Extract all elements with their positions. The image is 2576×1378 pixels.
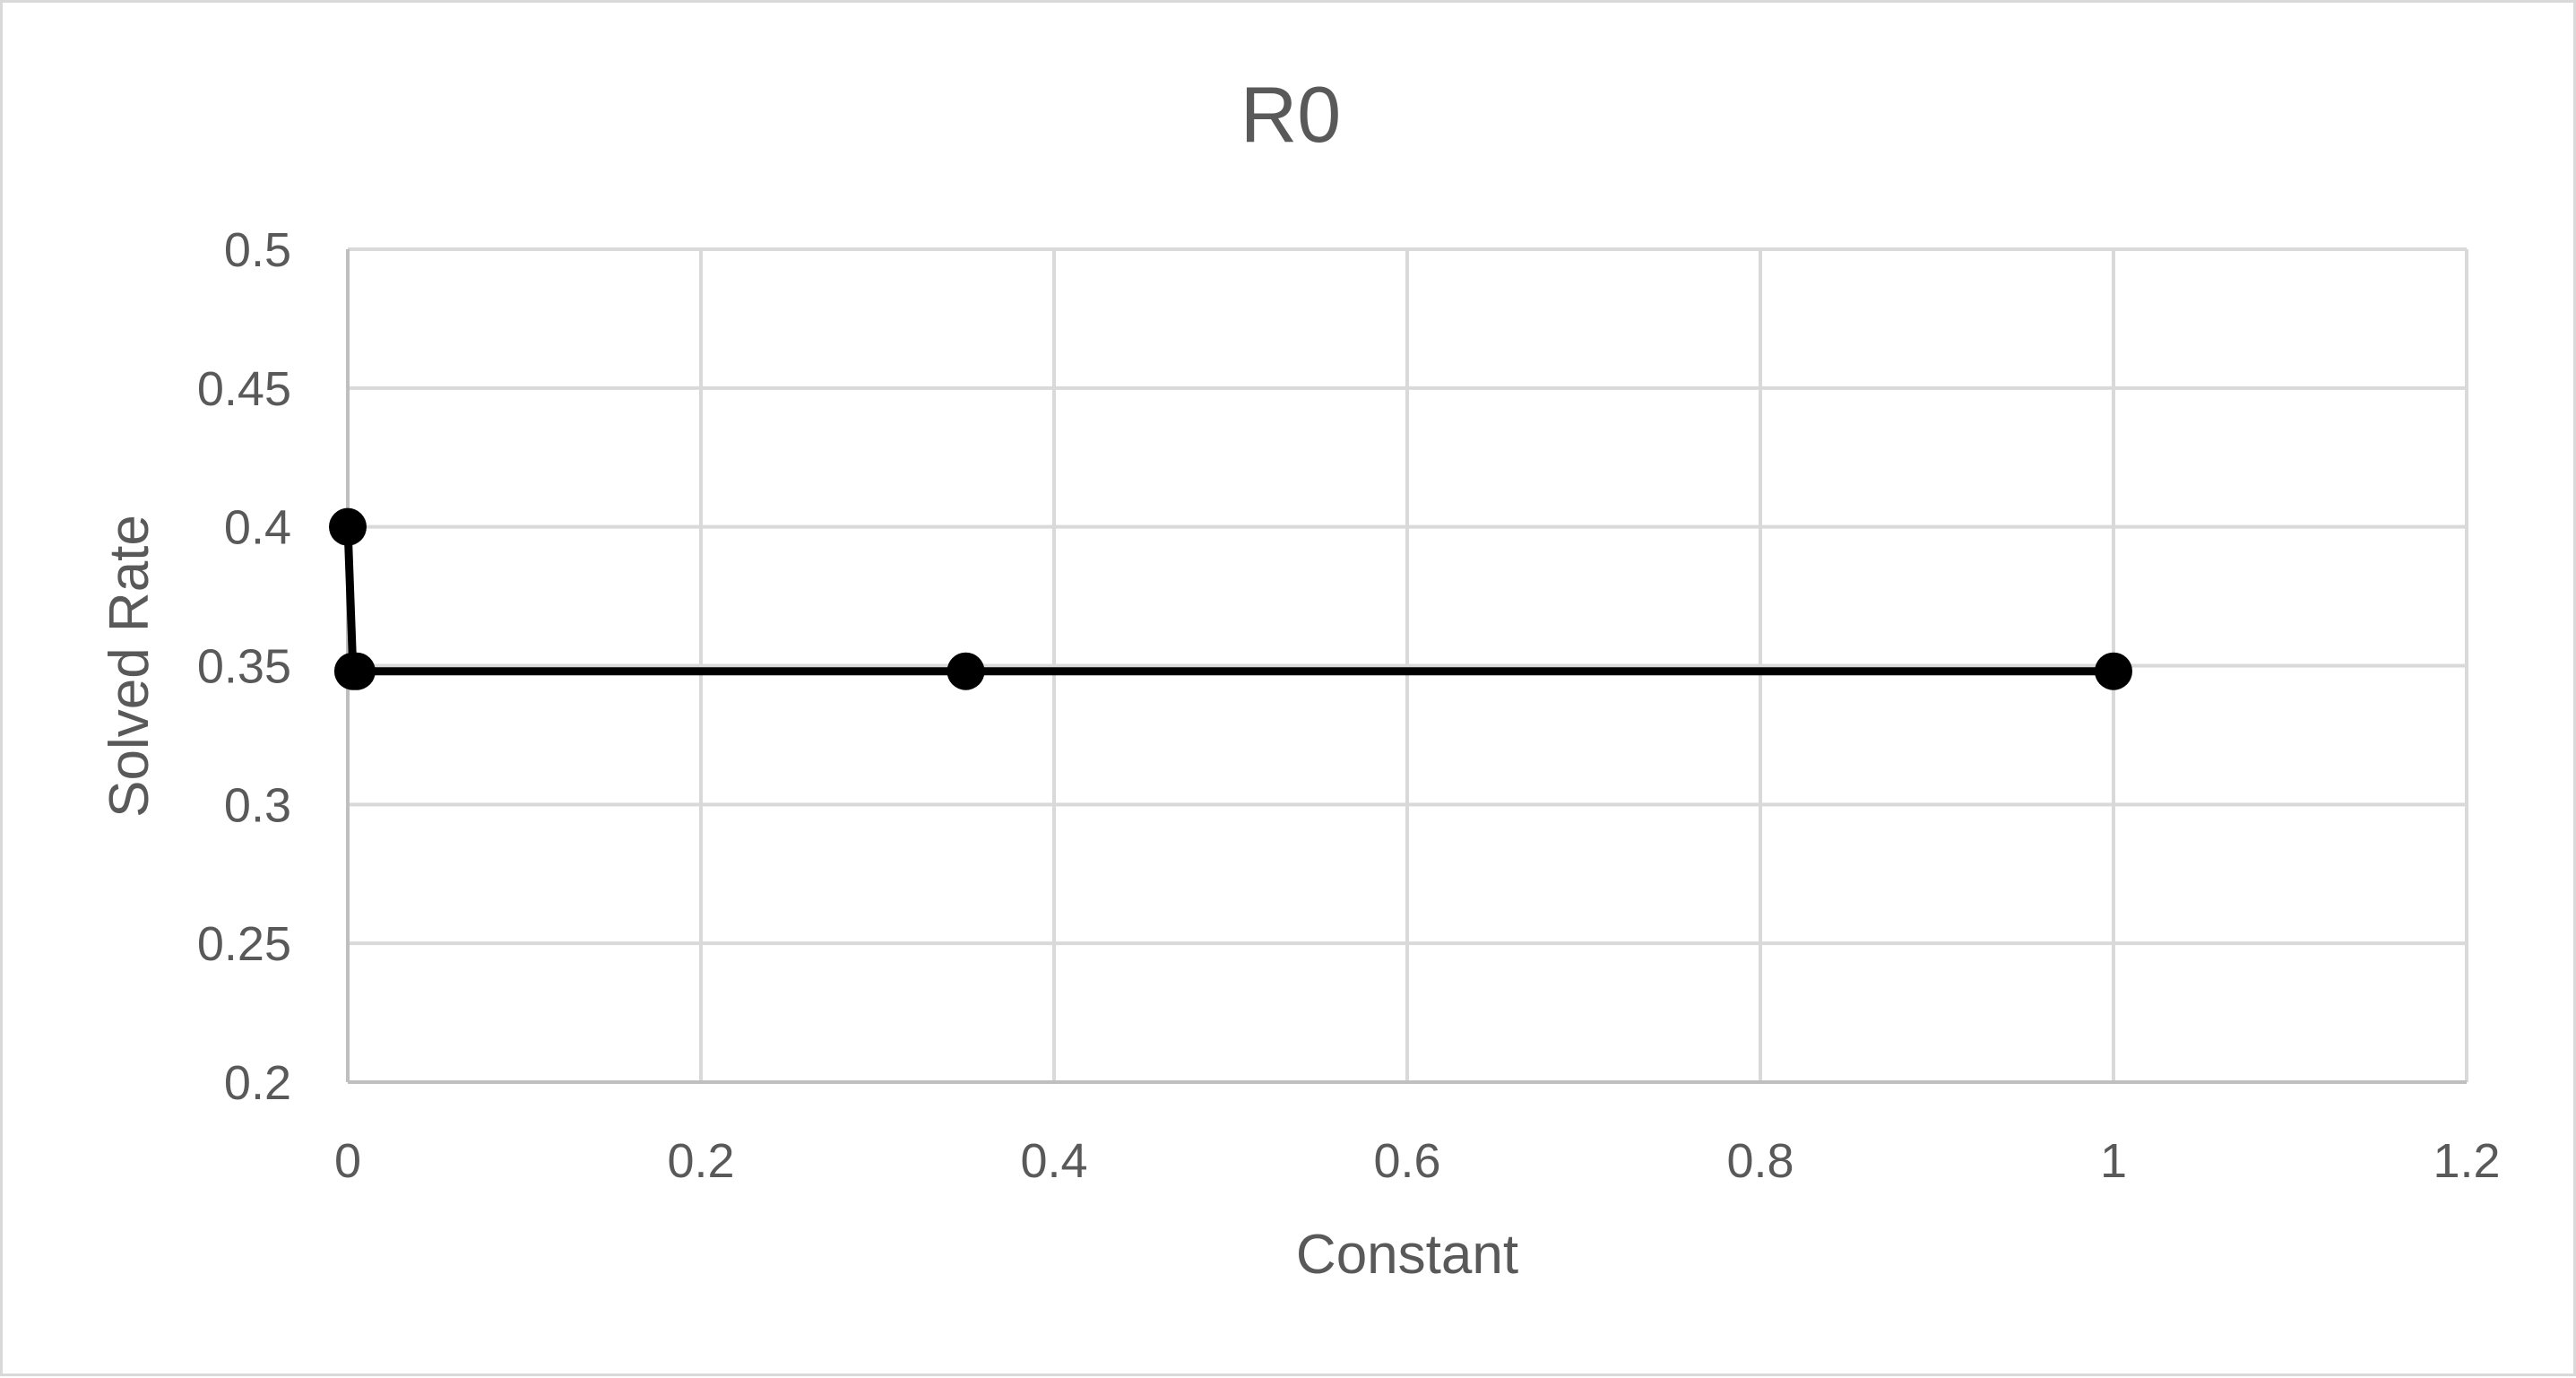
x-tick-label: 0.4 [1020, 1134, 1087, 1188]
data-point [2095, 652, 2132, 690]
scatter-chart: 0.2 0.25 0.3 0.35 0.4 0.45 0.5 0 0.2 0.4 0.6 0.8 1 1.… [99, 70, 2501, 1286]
data-point [947, 652, 985, 690]
y-tick-label: 0.5 [224, 223, 291, 277]
tick-labels: 0.2 0.25 0.3 0.35 0.4 0.45 0.5 0 0.2 0.4 0.6 0.8 1 1.… [197, 223, 2501, 1188]
y-tick-label: 0.45 [197, 362, 291, 416]
y-tick-label: 0.25 [197, 917, 291, 971]
x-tick-label: 1.2 [2433, 1134, 2500, 1188]
series-line [343, 526, 2114, 676]
x-tick-label: 1 [2100, 1134, 2127, 1188]
x-axis-title: Constant [1296, 1224, 1518, 1286]
data-point [337, 652, 376, 690]
y-tick-label: 0.2 [224, 1056, 291, 1110]
x-tick-label: 0.6 [1373, 1134, 1440, 1188]
y-tick-label: 0.3 [224, 778, 291, 832]
data-point [329, 507, 367, 546]
y-axis-title: Solved Rate [99, 515, 160, 818]
grid-lines [348, 247, 2468, 1082]
data-series [329, 507, 2132, 690]
chart-title: R0 [1240, 70, 1342, 159]
y-tick-label: 0.4 [224, 501, 291, 555]
x-tick-label: 0 [334, 1134, 361, 1188]
y-tick-label: 0.35 [197, 640, 291, 694]
x-tick-label: 0.2 [667, 1134, 734, 1188]
x-tick-label: 0.8 [1726, 1134, 1794, 1188]
